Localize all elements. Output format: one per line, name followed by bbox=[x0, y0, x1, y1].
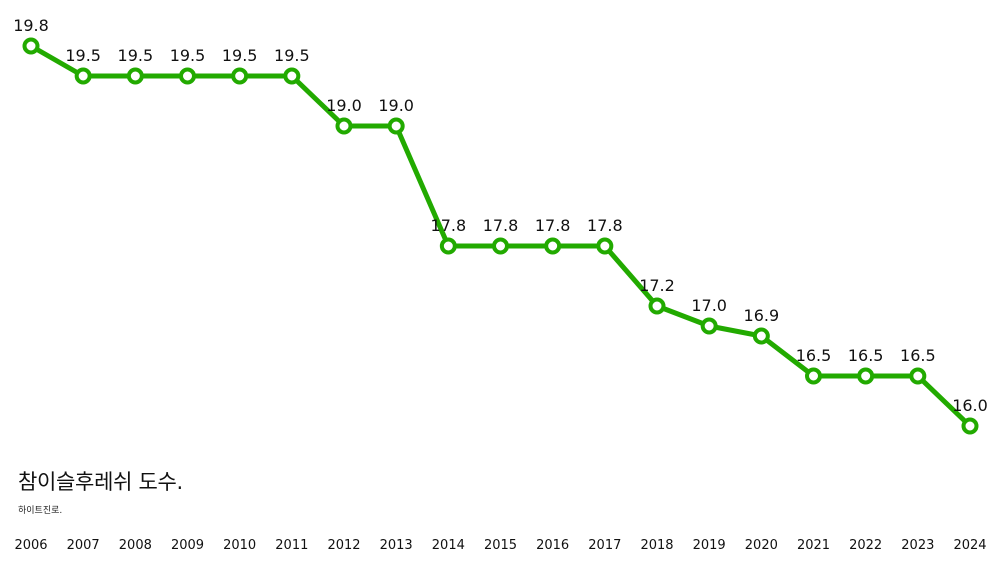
x-tick-label-2012: 2012 bbox=[327, 538, 360, 553]
x-tick-label-2013: 2013 bbox=[380, 538, 413, 553]
data-label-2019: 17.0 bbox=[691, 296, 727, 315]
x-tick-label-2023: 2023 bbox=[901, 538, 934, 553]
data-label-2023: 16.5 bbox=[900, 346, 936, 365]
x-tick-label-2010: 2010 bbox=[223, 538, 256, 553]
data-point-2017 bbox=[596, 237, 614, 255]
x-axis-tick-layer: 2006 2007 2008 2009 2010 2011 2012 2013 2014 2015… bbox=[14, 538, 986, 553]
x-tick-label-2024: 2024 bbox=[953, 538, 986, 553]
data-point-2012 bbox=[335, 117, 353, 135]
data-label-2024: 16.0 bbox=[952, 396, 988, 415]
data-point-2008 bbox=[126, 67, 144, 85]
data-point-2016 bbox=[544, 237, 562, 255]
data-label-2012: 19.0 bbox=[326, 96, 362, 115]
data-point-2014 bbox=[439, 237, 457, 255]
data-label-2007: 19.5 bbox=[65, 46, 101, 65]
data-label-2011: 19.5 bbox=[274, 46, 310, 65]
data-label-2016: 17.8 bbox=[535, 216, 571, 235]
x-tick-label-2008: 2008 bbox=[119, 538, 152, 553]
data-label-2009: 19.5 bbox=[170, 46, 206, 65]
data-label-2015: 17.8 bbox=[483, 216, 519, 235]
x-tick-label-2007: 2007 bbox=[67, 538, 100, 553]
x-tick-label-2011: 2011 bbox=[275, 538, 308, 553]
x-tick-label-2019: 2019 bbox=[693, 538, 726, 553]
data-point-2007 bbox=[74, 67, 92, 85]
data-point-2019 bbox=[700, 317, 718, 335]
data-point-2024 bbox=[961, 417, 979, 435]
data-point-2023 bbox=[909, 367, 927, 385]
x-tick-label-2017: 2017 bbox=[588, 538, 621, 553]
x-tick-label-2014: 2014 bbox=[432, 538, 465, 553]
data-point-2010 bbox=[231, 67, 249, 85]
data-label-2014: 17.8 bbox=[431, 216, 467, 235]
chart-title: 참이슬후레쉬 도수. bbox=[18, 470, 183, 494]
series-line bbox=[28, 43, 973, 429]
x-tick-label-2021: 2021 bbox=[797, 538, 830, 553]
data-label-2006: 19.8 bbox=[13, 16, 49, 35]
data-label-2008: 19.5 bbox=[118, 46, 154, 65]
x-tick-label-2015: 2015 bbox=[484, 538, 517, 553]
series-line-layer bbox=[28, 43, 973, 429]
x-tick-label-2018: 2018 bbox=[640, 538, 673, 553]
x-tick-label-2016: 2016 bbox=[536, 538, 569, 553]
x-tick-label-2022: 2022 bbox=[849, 538, 882, 553]
data-point-2009 bbox=[179, 67, 196, 85]
data-label-2017: 17.8 bbox=[587, 216, 623, 235]
data-point-2006 bbox=[22, 37, 40, 55]
data-point-2022 bbox=[857, 367, 875, 385]
data-label-2020: 16.9 bbox=[744, 306, 780, 325]
x-tick-label-2009: 2009 bbox=[171, 538, 204, 553]
data-point-2021 bbox=[805, 367, 822, 385]
data-point-2018 bbox=[648, 297, 666, 315]
x-tick-label-2006: 2006 bbox=[14, 538, 47, 553]
data-label-2013: 19.0 bbox=[378, 96, 414, 115]
chart-subtitle: 하이트진로. bbox=[18, 506, 63, 516]
data-point-2013 bbox=[387, 117, 405, 135]
data-label-2010: 19.5 bbox=[222, 46, 258, 65]
data-point-2020 bbox=[752, 327, 770, 345]
data-label-layer: 19.8 19.5 19.5 19.5 19.5 19.5 19.0 19.0 17.8 17.8… bbox=[13, 16, 988, 415]
data-marker-layer bbox=[22, 37, 979, 435]
data-point-2011 bbox=[283, 67, 301, 85]
x-tick-label-2020: 2020 bbox=[745, 538, 778, 553]
data-label-2022: 16.5 bbox=[848, 346, 884, 365]
data-label-2021: 16.5 bbox=[796, 346, 832, 365]
data-point-2015 bbox=[492, 237, 509, 255]
data-label-2018: 17.2 bbox=[639, 276, 675, 295]
